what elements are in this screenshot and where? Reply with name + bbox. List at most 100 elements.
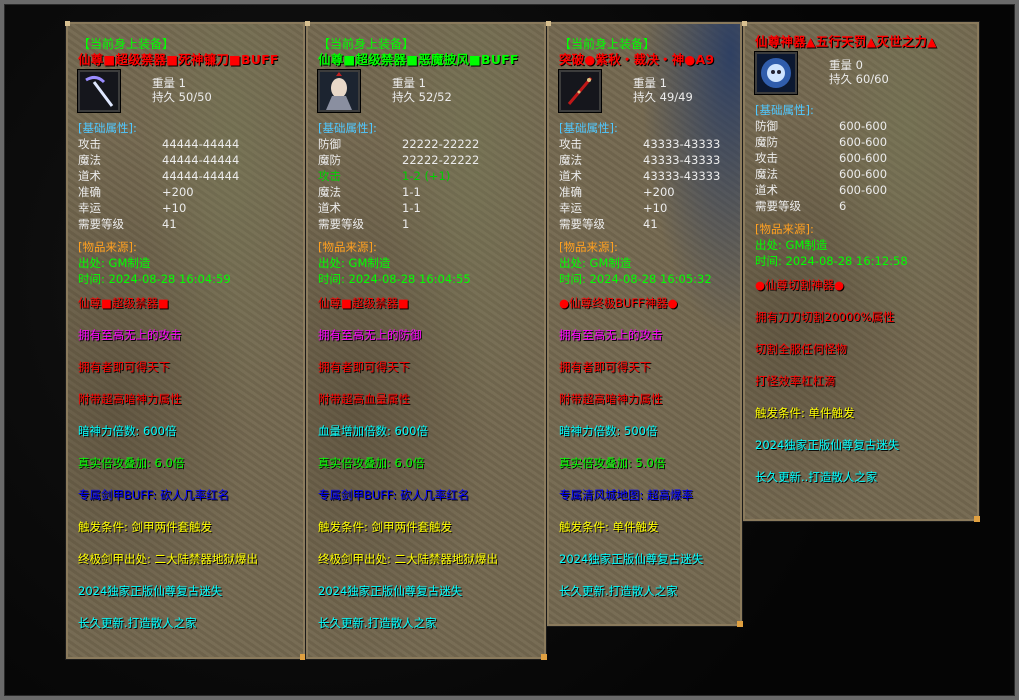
item-description-line: 触发条件: 剑甲两件套触发 xyxy=(318,520,453,534)
item-description-line: 暗神力倍数: 600倍 xyxy=(78,424,177,438)
item-description-line: 附带超高暗神力属性 xyxy=(78,392,182,406)
stat-value: 600-600 xyxy=(839,183,888,197)
demon-cloak-icon xyxy=(318,70,360,112)
stat-value: 22222-22222 xyxy=(402,153,480,167)
stat-name: 魔法 xyxy=(559,153,582,167)
weight-label: 重量 xyxy=(152,76,175,90)
stat-value: 41 xyxy=(162,217,177,231)
stat-row: 魔法 600-600 xyxy=(755,166,971,182)
item-description-line: 拥有至高无上的攻击 xyxy=(559,328,663,342)
stat-value: 600-600 xyxy=(839,151,888,165)
item-description-line: 长久更新.打造散人之家 xyxy=(78,616,197,630)
weight-row: 重量 1 xyxy=(633,76,693,90)
stat-row: 魔防 22222-22222 xyxy=(318,152,538,168)
stat-value: 600-600 xyxy=(839,135,888,149)
base-attributes-title: [基础属性]: xyxy=(559,121,618,135)
stat-row: 准确 +200 xyxy=(559,184,734,200)
stat-name: 道术 xyxy=(78,169,101,183)
stat-row: 道术 1-1 xyxy=(318,200,538,216)
stat-row: 防御 22222-22222 xyxy=(318,136,538,152)
item-description-line: 仙尊■超级禁器■ xyxy=(318,296,409,310)
item-description-line: 打怪效率杠杠滴 xyxy=(755,374,836,388)
weight-value: 1 xyxy=(178,76,186,90)
durability-value: 50/50 xyxy=(178,90,212,104)
current-equipment-header: 【当前身上装备】 xyxy=(559,37,656,51)
durability-label: 持久 xyxy=(829,72,852,86)
item-tooltip-panel: 仙尊神器▲五行天罚▲灭世之力▲ 重量 0 持久 60/60 [基础属性]: 防御 600-… xyxy=(742,21,980,522)
stat-value: 44444-44444 xyxy=(162,169,240,183)
durability-label: 持久 xyxy=(392,90,415,104)
durability-row: 持久 52/52 xyxy=(392,90,452,104)
weight-label: 重量 xyxy=(392,76,415,90)
item-name: 仙尊■超级禁器■恶魔披风■BUFF xyxy=(318,52,519,67)
item-time: 时间: 2024-08-28 16:12:58 xyxy=(755,254,908,268)
item-description-line: 长久更新.打造散人之家 xyxy=(559,584,678,598)
item-description-line: 触发条件: 单件触发 xyxy=(755,406,855,420)
weight-row: 重量 1 xyxy=(392,76,452,90)
stat-name: 攻击 xyxy=(318,169,341,183)
stat-name: 道术 xyxy=(755,183,778,197)
stat-value: 41 xyxy=(643,217,658,231)
stat-value: +200 xyxy=(162,185,194,199)
stat-name: 准确 xyxy=(78,185,101,199)
item-description-line: 拥有者即可得天下 xyxy=(559,360,651,374)
item-description-line: 2024独家正版仙尊复古迷失 xyxy=(318,584,463,598)
weight-row: 重量 1 xyxy=(152,76,212,90)
stat-row: 防御 600-600 xyxy=(755,118,971,134)
weight-row: 重量 0 xyxy=(829,58,889,72)
durability-label: 持久 xyxy=(633,90,656,104)
stat-value: 22222-22222 xyxy=(402,137,480,151)
stat-row: 准确 +200 xyxy=(78,184,297,200)
item-source-title: [物品来源]: xyxy=(78,240,137,254)
stat-name: 准确 xyxy=(559,185,582,199)
ice-skull-icon xyxy=(755,52,797,94)
item-description-line: 拥有者即可得天下 xyxy=(78,360,170,374)
item-tooltip-panel: 【当前身上装备】 突破●紫秋・裁决・神●A9 重量 1 持久 49/49 [基础属性]:… xyxy=(546,21,743,627)
item-description-line: 拥有至高无上的攻击 xyxy=(78,328,182,342)
stat-name: 需要等级 xyxy=(755,199,801,213)
item-origin: 出处: GM制造 xyxy=(78,256,151,270)
item-description-line: 专属剑甲BUFF: 砍人几率红名 xyxy=(318,488,470,502)
item-description-line: 2024独家正版仙尊复古迷失 xyxy=(78,584,223,598)
stat-row: 幸运 +10 xyxy=(559,200,734,216)
durability-row: 持久 50/50 xyxy=(152,90,212,104)
item-description-line: 真实倍攻叠加: 5.0倍 xyxy=(559,456,666,470)
item-tooltip-panel: 【当前身上装备】 仙尊■超级禁器■恶魔披风■BUFF 重量 1 持久 52/52 [基础… xyxy=(305,21,547,660)
item-name: 仙尊■超级禁器■死神镰刀■BUFF xyxy=(78,52,279,67)
stat-name: 攻击 xyxy=(755,151,778,165)
item-source-title: [物品来源]: xyxy=(755,222,814,236)
stat-row: 魔法 1-1 xyxy=(318,184,538,200)
stat-row: 攻击 600-600 xyxy=(755,150,971,166)
current-equipment-header: 【当前身上装备】 xyxy=(78,37,175,51)
stat-row: 魔法 44444-44444 xyxy=(78,152,297,168)
item-time: 时间: 2024-08-28 16:05:32 xyxy=(559,272,712,286)
stat-name: 防御 xyxy=(318,137,341,151)
stat-value: 600-600 xyxy=(839,167,888,181)
item-description-line: 血量增加倍数: 600倍 xyxy=(318,424,428,438)
stat-row: 需要等级 1 xyxy=(318,216,538,232)
stat-name: 需要等级 xyxy=(78,217,124,231)
stat-name: 道术 xyxy=(318,201,341,215)
item-description-line: 触发条件: 单件触发 xyxy=(559,520,659,534)
durability-value: 52/52 xyxy=(418,90,452,104)
weight-value: 1 xyxy=(418,76,426,90)
item-description-line: 2024独家正版仙尊复古迷失 xyxy=(755,438,900,452)
stat-name: 魔法 xyxy=(318,185,341,199)
durability-row: 持久 49/49 xyxy=(633,90,693,104)
stat-name: 幸运 xyxy=(78,201,101,215)
item-time: 时间: 2024-08-28 16:04:55 xyxy=(318,272,471,286)
stat-name: 魔法 xyxy=(755,167,778,181)
item-description-line: 终极剑甲出处: 二大陆禁器地狱爆出 xyxy=(78,552,259,566)
current-equipment-header: 【当前身上装备】 xyxy=(318,37,415,51)
stat-row: 攻击 44444-44444 xyxy=(78,136,297,152)
stat-row: 攻击 1-2 (+1) xyxy=(318,168,538,184)
item-origin: 出处: GM制造 xyxy=(559,256,632,270)
item-description-line: 终极剑甲出处: 二大陆禁器地狱爆出 xyxy=(318,552,499,566)
item-description-line: 长久更新.打造散人之家 xyxy=(318,616,437,630)
durability-label: 持久 xyxy=(152,90,175,104)
stat-value: 1 xyxy=(402,217,410,231)
item-source-title: [物品来源]: xyxy=(559,240,618,254)
item-description-line: 拥有至高无上的防御 xyxy=(318,328,422,342)
item-source-title: [物品来源]: xyxy=(318,240,377,254)
item-description-line: 触发条件: 剑甲两件套触发 xyxy=(78,520,213,534)
